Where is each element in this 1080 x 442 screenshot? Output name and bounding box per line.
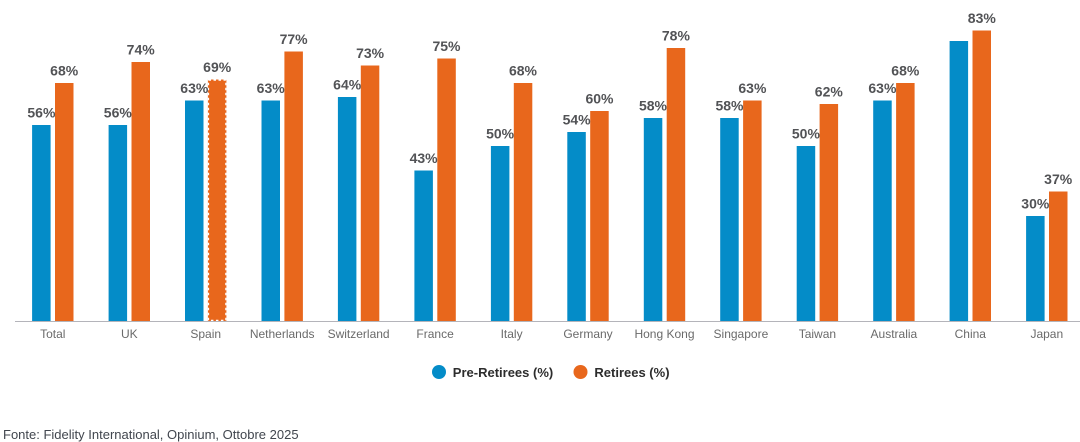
- svg-text:63%: 63%: [868, 80, 897, 96]
- svg-text:78%: 78%: [662, 28, 691, 44]
- svg-text:France: France: [416, 327, 454, 341]
- svg-text:58%: 58%: [639, 98, 668, 114]
- svg-text:75%: 75%: [432, 38, 461, 54]
- svg-text:60%: 60%: [585, 91, 614, 107]
- svg-text:69%: 69%: [203, 59, 232, 75]
- svg-text:43%: 43%: [410, 150, 439, 166]
- svg-text:Australia: Australia: [871, 327, 918, 341]
- svg-text:74%: 74%: [127, 42, 156, 58]
- svg-text:Spain: Spain: [190, 327, 221, 341]
- svg-text:63%: 63%: [738, 80, 767, 96]
- svg-text:63%: 63%: [257, 80, 286, 96]
- svg-text:68%: 68%: [509, 63, 538, 79]
- svg-text:Pre-Retirees (%): Pre-Retirees (%): [453, 365, 553, 380]
- svg-text:50%: 50%: [792, 126, 821, 142]
- svg-text:Singapore: Singapore: [714, 327, 769, 341]
- svg-text:Germany: Germany: [563, 327, 612, 341]
- svg-text:Taiwan: Taiwan: [799, 327, 836, 341]
- svg-text:Fonte: Fidelity International,: Fonte: Fidelity International, Opinium, …: [3, 427, 299, 442]
- svg-text:37%: 37%: [1044, 171, 1073, 187]
- svg-text:58%: 58%: [715, 98, 744, 114]
- svg-text:50%: 50%: [486, 126, 515, 142]
- svg-text:Netherlands: Netherlands: [250, 327, 315, 341]
- svg-text:Hong Kong: Hong Kong: [634, 327, 694, 341]
- svg-text:68%: 68%: [891, 63, 920, 79]
- svg-text:62%: 62%: [815, 84, 844, 100]
- svg-text:China: China: [955, 327, 987, 341]
- svg-text:30%: 30%: [1021, 196, 1050, 212]
- svg-text:Italy: Italy: [501, 327, 523, 341]
- svg-text:Japan: Japan: [1030, 327, 1063, 341]
- svg-text:Retirees (%): Retirees (%): [594, 365, 669, 380]
- svg-text:Switzerland: Switzerland: [328, 327, 390, 341]
- svg-text:83%: 83%: [968, 10, 997, 26]
- svg-text:77%: 77%: [280, 31, 309, 47]
- svg-text:54%: 54%: [563, 112, 592, 128]
- svg-text:56%: 56%: [104, 105, 133, 121]
- svg-text:UK: UK: [121, 327, 138, 341]
- svg-text:64%: 64%: [333, 77, 362, 93]
- svg-text:68%: 68%: [50, 63, 79, 79]
- svg-text:63%: 63%: [180, 80, 209, 96]
- svg-text:56%: 56%: [27, 105, 56, 121]
- svg-text:73%: 73%: [356, 45, 385, 61]
- svg-text:Total: Total: [40, 327, 65, 341]
